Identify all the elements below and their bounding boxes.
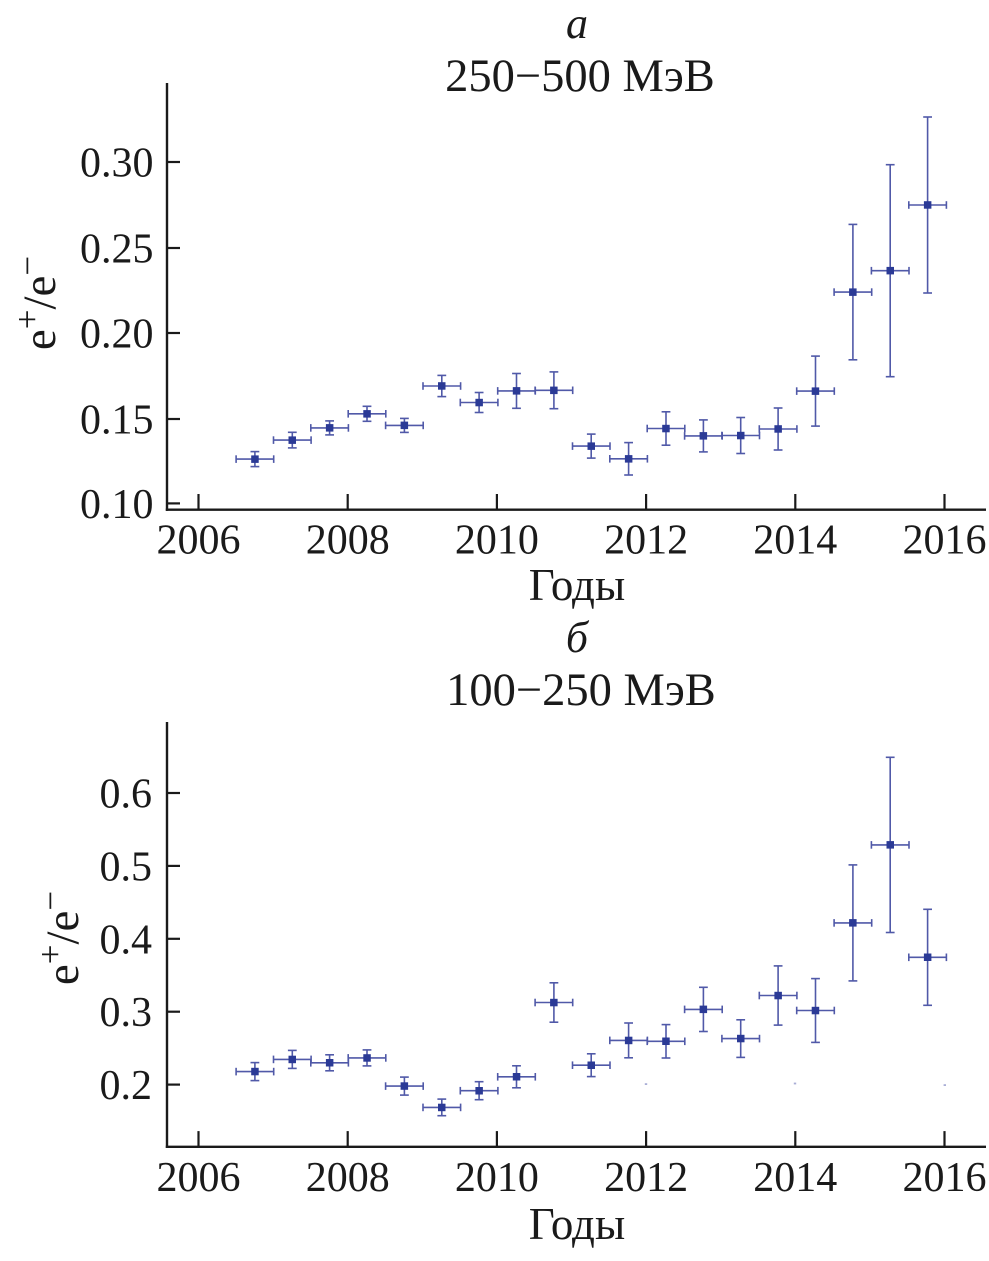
svg-text:2008: 2008 — [306, 1155, 390, 1201]
svg-text:2014: 2014 — [753, 518, 837, 564]
svg-text:2016: 2016 — [903, 1155, 987, 1201]
svg-text:2012: 2012 — [604, 1155, 688, 1201]
svg-text:100−250 МэВ: 100−250 МэВ — [446, 665, 716, 716]
svg-text:2008: 2008 — [306, 518, 390, 564]
svg-text:0.6: 0.6 — [100, 772, 153, 818]
svg-text:0.25: 0.25 — [80, 227, 154, 273]
svg-text:0.5: 0.5 — [100, 844, 153, 890]
svg-text:e+/e−: e+/e− — [8, 256, 66, 350]
svg-text:0.4: 0.4 — [100, 917, 153, 963]
svg-text:2012: 2012 — [604, 518, 688, 564]
svg-text:2014: 2014 — [753, 1155, 837, 1201]
svg-text:250−500 МэВ: 250−500 МэВ — [445, 51, 715, 102]
svg-text:0.10: 0.10 — [80, 482, 154, 528]
svg-text:2016: 2016 — [903, 518, 987, 564]
svg-text:0.15: 0.15 — [80, 398, 154, 444]
svg-text:2010: 2010 — [455, 518, 539, 564]
svg-text:Годы: Годы — [529, 1199, 625, 1249]
svg-text:e+/e−: e+/e− — [31, 891, 89, 985]
svg-text:Годы: Годы — [529, 560, 625, 610]
svg-text:0.3: 0.3 — [100, 990, 153, 1036]
svg-text:0.2: 0.2 — [100, 1063, 153, 1109]
svg-text:2006: 2006 — [157, 1155, 241, 1201]
svg-text:a: a — [566, 0, 588, 48]
svg-text:2010: 2010 — [455, 1155, 539, 1201]
svg-text:0.20: 0.20 — [80, 312, 154, 358]
svg-text:2006: 2006 — [157, 518, 241, 564]
svg-text:б: б — [566, 613, 590, 662]
svg-text:0.30: 0.30 — [80, 141, 154, 187]
